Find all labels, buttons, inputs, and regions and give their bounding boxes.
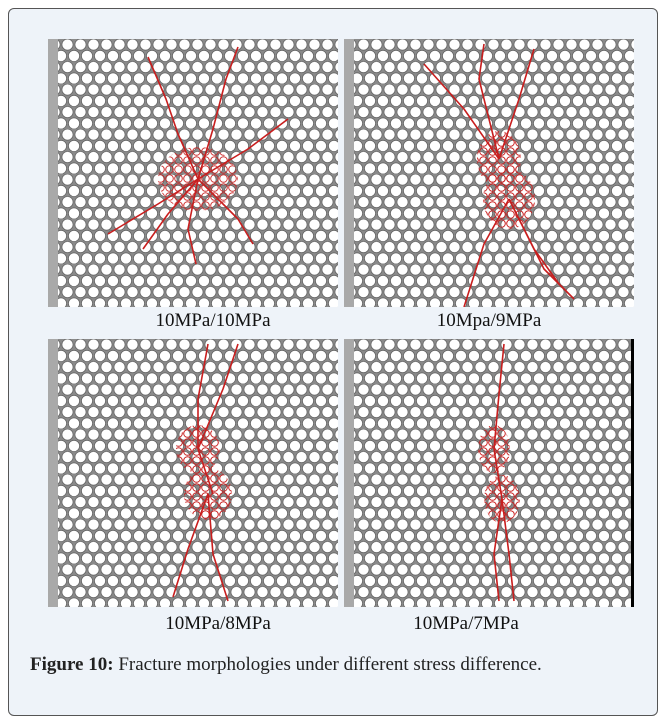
panel-image xyxy=(344,339,634,607)
figure-caption: Figure 10: Fracture morphologies under d… xyxy=(30,649,642,680)
panel-label: 10MPa/8MPa xyxy=(165,613,271,634)
particle-image xyxy=(344,39,634,307)
particle-image xyxy=(48,339,338,607)
panel-image xyxy=(48,39,338,307)
caption-text: Fracture morphologies under different st… xyxy=(118,654,542,675)
panel-label: 10Mpa/9MPa xyxy=(436,310,542,331)
panel-image xyxy=(344,39,634,307)
particle-image xyxy=(48,39,338,307)
panel-label: 10MPa/10MPa xyxy=(155,310,271,331)
figure-box: 10MPa/10MPa 10Mpa/9MPa 10MPa/8MPa 10MPa/… xyxy=(8,8,658,716)
caption-label: Figure 10: xyxy=(30,654,114,675)
particle-image xyxy=(344,339,634,607)
panel-label: 10MPa/7MPa xyxy=(413,613,519,634)
panel-image xyxy=(48,339,338,607)
